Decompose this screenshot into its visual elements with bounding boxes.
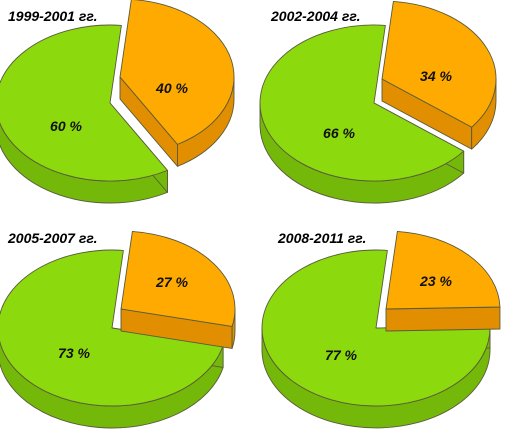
pie-body-2 bbox=[259, 0, 497, 204]
pie-title-4: 2008-2011 гг. bbox=[277, 230, 366, 246]
pie-body-3 bbox=[0, 230, 236, 429]
slice-label-2-1: 66 % bbox=[323, 125, 355, 141]
slice-1-2 bbox=[119, 0, 235, 145]
pie-body-1 bbox=[0, 0, 235, 204]
pie-chart-4: 2008-2011 гг. 77 % 23 % bbox=[261, 230, 501, 429]
slice-2-1 bbox=[259, 24, 465, 182]
slice-label-2-2: 34 % bbox=[420, 68, 452, 84]
slice-label-4-2: 23 % bbox=[419, 273, 452, 289]
slice-label-4-1: 77 % bbox=[325, 347, 357, 363]
pie-chart-1: 1999-2001 гг. 60 % 40 % bbox=[0, 0, 235, 204]
pie-chart-2: 2002-2004 гг. 66 % 34 % bbox=[259, 0, 497, 204]
pie-body-4 bbox=[261, 230, 501, 429]
slice-label-3-1: 73 % bbox=[58, 345, 90, 361]
slice-3-1 bbox=[0, 249, 224, 407]
slice-4-2 bbox=[385, 230, 501, 310]
pie-title-3: 2005-2007 гг. bbox=[7, 230, 98, 246]
pie-title-2: 2002-2004 гг. bbox=[270, 8, 361, 24]
slice-2-2 bbox=[381, 0, 497, 128]
pie-chart-3: 2005-2007 гг. 73 % 27 % bbox=[0, 230, 236, 429]
slice-label-1-2: 40 % bbox=[155, 80, 188, 96]
slice-4-1 bbox=[261, 249, 491, 407]
slice-label-1-1: 60 % bbox=[50, 118, 82, 134]
pie-title-1: 1999-2001 гг. bbox=[8, 8, 98, 24]
slice-3-2 bbox=[120, 230, 236, 327]
slice-1-1 bbox=[0, 24, 168, 182]
orange-face-4 bbox=[385, 306, 501, 332]
slice-label-3-2: 27 % bbox=[155, 274, 188, 290]
